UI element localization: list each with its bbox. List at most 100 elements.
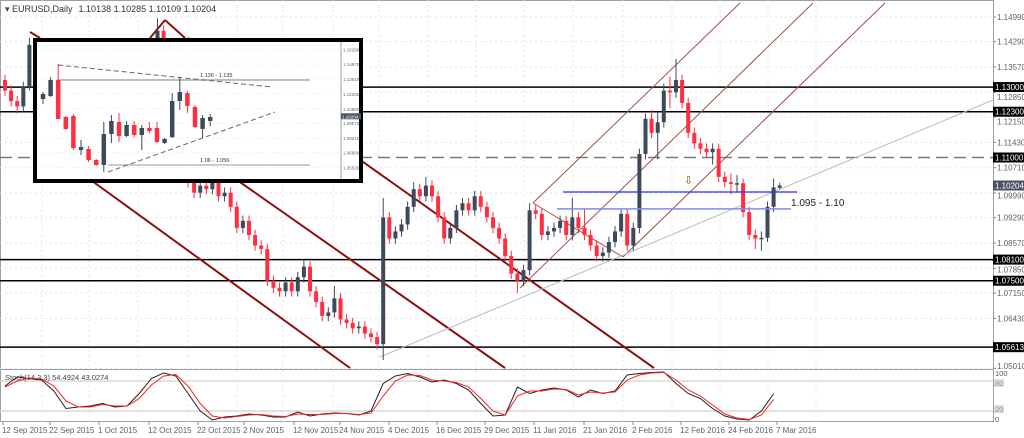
price-tick-label: 1.14290	[997, 38, 1024, 47]
candle	[247, 220, 251, 235]
candle	[259, 245, 264, 250]
inset-candle	[147, 127, 152, 132]
candle	[570, 217, 575, 235]
candle	[405, 206, 410, 225]
ascending-trendline	[379, 99, 994, 358]
candle	[527, 210, 532, 271]
candle	[472, 196, 477, 211]
candle	[423, 185, 428, 197]
candle	[649, 118, 654, 133]
inset-candle	[169, 101, 175, 138]
candle	[661, 90, 666, 123]
candle	[265, 249, 270, 281]
inset-candle	[131, 125, 137, 135]
candle	[515, 273, 520, 281]
price-tick-label: 1.09290	[997, 214, 1024, 223]
candle	[387, 217, 392, 239]
candle	[381, 217, 386, 345]
candle	[369, 333, 373, 338]
level-price-label: 1.07500	[995, 277, 1024, 286]
date-tick-label: 1 Oct 2015	[98, 426, 138, 435]
inset-price-label: 1.05530	[343, 165, 360, 170]
stoch-signal-line	[4, 371, 774, 421]
inset-candle	[185, 93, 190, 106]
inset-candle	[101, 133, 107, 165]
date-tick-label: 2 Nov 2015	[243, 426, 284, 435]
candle	[216, 182, 221, 197]
zone-label: 1.095 - 1.10	[791, 198, 845, 209]
candle	[765, 206, 770, 238]
inset-candle	[93, 160, 99, 165]
candle	[777, 185, 782, 188]
candle	[277, 287, 282, 292]
candle	[344, 319, 349, 323]
stoch-axis-label: 80	[995, 379, 1003, 388]
candle	[588, 234, 593, 246]
candle	[759, 237, 764, 240]
date-tick-label: 29 Dec 2015	[484, 426, 530, 435]
candle	[576, 217, 581, 228]
candle	[753, 234, 758, 239]
candle	[552, 227, 556, 232]
candle	[692, 132, 697, 144]
descending-channel-line	[164, 19, 186, 39]
date-tick-label: 4 Dec 2015	[388, 426, 429, 435]
candle	[558, 220, 563, 228]
candle	[747, 212, 752, 235]
candle	[539, 213, 544, 235]
inset-candle	[177, 92, 183, 102]
candle	[192, 182, 197, 193]
candle	[582, 227, 587, 235]
date-tick-label: 24 Nov 2015	[339, 426, 385, 435]
dropdown-triangle-icon[interactable]: ▾	[5, 4, 12, 14]
candle	[436, 196, 441, 218]
candle	[643, 118, 648, 154]
candle	[27, 44, 32, 88]
candle	[771, 187, 776, 207]
candle	[631, 227, 636, 246]
price-axis: 1.13000 1.12300 1.11000 1.08100 1.07500 1.056…	[993, 0, 1024, 422]
price-tick-label: 1.08570	[997, 239, 1024, 248]
candle	[606, 242, 611, 253]
pitchfork-line	[519, 2, 814, 289]
candle	[667, 90, 672, 93]
candle	[301, 266, 306, 278]
candle	[454, 210, 459, 228]
level-price-label: 1.11000	[995, 153, 1024, 162]
date-tick-label: 22 Oct 2015	[197, 426, 241, 435]
inset-candle	[124, 125, 129, 136]
level-price-label: 1.13000	[995, 83, 1024, 92]
price-tick-label: 1.07150	[997, 289, 1024, 298]
date-tick-label: 11 Jan 2016	[533, 426, 577, 435]
date-tick-label: 22 Sep 2015	[49, 426, 95, 435]
candle	[497, 227, 502, 239]
pitchfork-line	[532, 2, 741, 204]
level-price-label: 1.12300	[995, 108, 1024, 117]
price-tick-label: 1.07850	[997, 266, 1024, 275]
inset-candle	[40, 94, 46, 100]
inset-candle	[71, 116, 76, 149]
candle	[722, 176, 727, 183]
candle	[338, 298, 343, 320]
level-price-tag	[993, 342, 1024, 353]
candle	[375, 337, 380, 345]
candle	[417, 189, 422, 197]
candle	[637, 153, 642, 228]
candle	[271, 280, 276, 288]
stoch-level-tag	[994, 405, 1004, 413]
candle	[320, 301, 325, 316]
stoch-axis-label: 20	[995, 405, 1003, 414]
candle	[15, 101, 20, 107]
candle	[466, 203, 471, 211]
candle	[442, 217, 447, 239]
candle	[735, 183, 739, 185]
candle	[533, 210, 538, 214]
inset-lower-dashed-trendline	[107, 111, 276, 173]
candle	[430, 185, 434, 197]
candle	[411, 189, 416, 207]
inset-candle	[116, 122, 122, 136]
candle	[326, 312, 331, 316]
zone-lines: 1.095 - 1.10 ⇩	[557, 175, 845, 210]
